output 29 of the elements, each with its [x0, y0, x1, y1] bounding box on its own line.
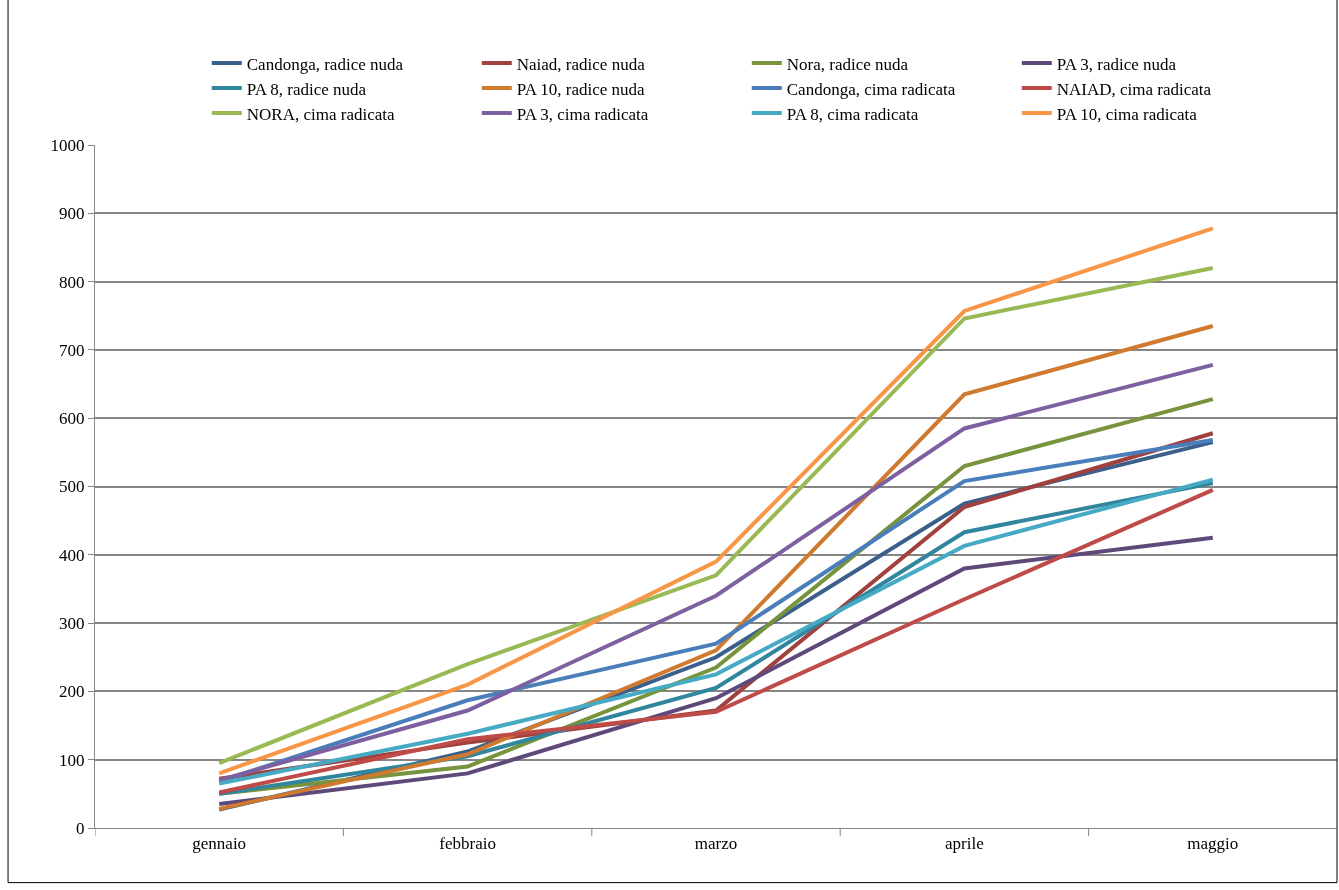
y-tick-label: 900	[59, 204, 85, 224]
y-tick-label: 700	[59, 340, 85, 360]
legend-label: NAIAD, cima radicata	[1056, 79, 1212, 99]
line-series	[217, 535, 1215, 807]
x-tick-label: marzo	[694, 834, 738, 854]
x-tick-label: gennaio	[192, 834, 247, 854]
legend-label: PA 10, radice nuda	[516, 79, 646, 99]
legend-label: PA 8, radice nuda	[246, 79, 367, 99]
legend-label: PA 3, cima radicata	[516, 104, 649, 124]
y-tick-label: 800	[59, 272, 85, 292]
y-tick-label: 600	[59, 409, 85, 429]
legend-label: NORA, cima radicata	[246, 104, 395, 124]
y-tick-label: 200	[59, 682, 85, 702]
legend-label: Nora, radice nuda	[786, 54, 909, 74]
y-tick-label: 400	[59, 545, 85, 565]
legend-label: PA 10, cima radicata	[1056, 104, 1198, 124]
y-tick-label: 500	[59, 477, 85, 497]
legend-label: Candonga, cima radicata	[786, 79, 956, 99]
y-tick-label: 100	[59, 750, 85, 770]
legend-label: Candonga, radice nuda	[246, 54, 404, 74]
legend-label: Naiad, radice nuda	[516, 54, 646, 74]
x-tick-label: maggio	[1187, 834, 1239, 854]
y-tick-label: 0	[76, 818, 85, 838]
legend-label: PA 8, cima radicata	[786, 104, 919, 124]
y-tick-label: 300	[59, 614, 85, 634]
legend-label: PA 3, radice nuda	[1056, 54, 1177, 74]
y-tick-label: 1000	[50, 135, 85, 155]
x-tick-label: febbraio	[439, 834, 496, 854]
x-tick-label: aprile	[945, 834, 984, 854]
